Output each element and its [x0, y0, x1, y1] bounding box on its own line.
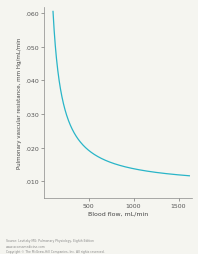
- Text: Source: Levitzky MG: Pulmonary Physiology, Eighth Edition
www.accessmedicine.com: Source: Levitzky MG: Pulmonary Physiolog…: [6, 239, 105, 253]
- Y-axis label: Pulmonary vascular resistance, mm Hg/mL/min: Pulmonary vascular resistance, mm Hg/mL/…: [17, 38, 22, 168]
- X-axis label: Blood flow, mL/min: Blood flow, mL/min: [88, 211, 148, 216]
